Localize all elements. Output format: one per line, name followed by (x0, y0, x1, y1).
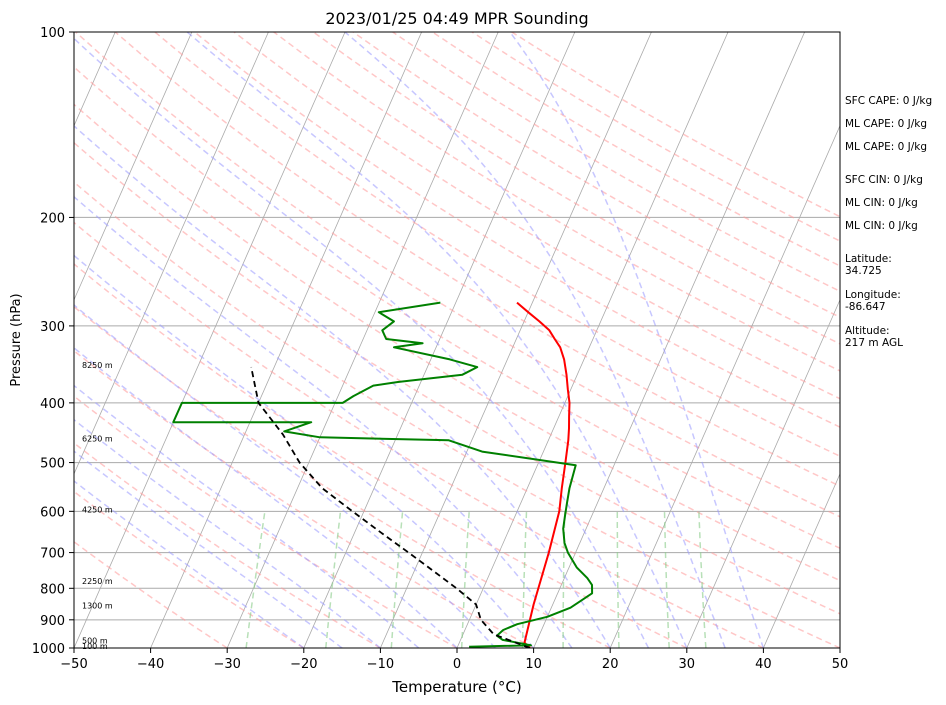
altitude-marker-label: 500 m (82, 637, 108, 646)
x-tick-label: −20 (290, 657, 317, 672)
moist-adiabat-line (74, 450, 343, 648)
x-tick-label: −30 (213, 657, 240, 672)
moist-adiabat-line (186, 32, 688, 648)
moist-adiabat-line (74, 480, 305, 648)
moist-adiabat-line (74, 384, 420, 648)
y-tick-label: 700 (40, 547, 65, 562)
isotherm-line (533, 32, 806, 648)
dry-adiabat-line (74, 65, 840, 550)
annotation-text: Altitude: 217 m AGL (845, 325, 903, 349)
isotherm-line (150, 32, 423, 648)
isotherm-line (763, 472, 840, 648)
annotation-text: ML CIN: 0 J/kg (845, 220, 918, 232)
dry-adiabat-line (312, 32, 840, 345)
x-tick-label: 40 (755, 657, 772, 672)
x-tick-label: 10 (525, 657, 542, 672)
y-tick-label: 300 (40, 320, 65, 335)
moist-adiabat-line (74, 254, 535, 648)
x-tick-label: −10 (367, 657, 394, 672)
dewpoint-profile-line (172, 301, 594, 648)
dry-adiabat-line (74, 442, 381, 648)
moist-adiabat-line (74, 37, 650, 648)
isotherm-line (74, 32, 193, 301)
plot-area (74, 32, 840, 648)
annotation-text: ML CAPE: 0 J/kg (845, 141, 927, 153)
mixing-ratio-line (325, 511, 342, 648)
y-tick-label: 200 (40, 211, 65, 226)
x-tick-label: 50 (832, 657, 849, 672)
isotherm-line (74, 32, 346, 648)
altitude-marker-label: 8250 m (82, 361, 113, 370)
altitude-marker-label: 2250 m (82, 577, 113, 586)
y-tick-label: 800 (40, 582, 65, 597)
sounding-annotations: SFC CAPE: 0 J/kg ML CAPE: 0 J/kg ML CAPE: … (845, 95, 932, 349)
x-tick-label: 0 (453, 657, 461, 672)
moist-adiabat-line (74, 304, 496, 648)
x-axis-ticks: −50 −40 −30 −20 −10 0 10 20 30 40 50 (60, 648, 848, 672)
dry-adiabat-line (75, 32, 840, 518)
dry-adiabat-line (74, 395, 458, 648)
altitude-marker-label: 6250 m (82, 434, 113, 443)
moist-adiabat-line (74, 195, 573, 648)
dry-adiabat-line (74, 263, 688, 648)
dry-adiabat-line (74, 103, 840, 582)
x-tick-label: 30 (679, 657, 696, 672)
y-tick-label: 100 (40, 26, 65, 41)
chart-title: 2023/01/25 04:49 MPR Sounding (325, 9, 588, 28)
altitude-marker-label: 4250 m (82, 505, 113, 514)
altitude-marker-label: 100 m (82, 642, 108, 651)
sounding-series (172, 301, 594, 648)
isotherm-line (456, 32, 729, 648)
isotherm-line (74, 32, 269, 475)
dry-adiabat-line (74, 349, 534, 648)
dry-adiabat-line (74, 490, 305, 648)
parcel-profile-line (250, 366, 531, 648)
dry-adiabat-line (154, 32, 840, 458)
x-tick-label: −50 (60, 657, 87, 672)
y-tick-label: 600 (40, 505, 65, 520)
y-tick-label: 900 (40, 614, 65, 629)
dry-adiabat-line (74, 181, 840, 648)
y-axis-ticks: 1000 900 800 700 600 500 400 300 200 100 (32, 26, 74, 657)
moist-adiabat-line (74, 418, 381, 648)
moist-adiabat-line (74, 346, 458, 648)
y-tick-label: 500 (40, 457, 65, 472)
y-tick-label: 400 (40, 397, 65, 412)
x-tick-label: 20 (602, 657, 619, 672)
moist-adiabat-line (509, 32, 765, 648)
isotherm-line (303, 32, 576, 648)
y-tick-label: 1000 (32, 642, 65, 657)
dry-adiabat-line (74, 305, 611, 648)
altitude-marker-label: 1300 m (82, 602, 113, 611)
y-axis-label: Pressure (hPa) (9, 293, 24, 386)
isotherm-line (380, 32, 652, 648)
moist-adiabat-line (74, 124, 611, 648)
x-axis-label: Temperature (°C) (391, 678, 521, 696)
isotherm-line (609, 124, 840, 648)
dry-adiabat-line (194, 32, 840, 428)
moist-adiabat-line (344, 32, 726, 648)
mixing-ratio-line (245, 511, 266, 648)
annotation-text: SFC CAPE: 0 J/kg (845, 95, 932, 107)
x-tick-label: −40 (137, 657, 164, 672)
isotherm-line (686, 298, 840, 648)
annotation-text: SFC CIN: 0 J/kg (845, 174, 923, 186)
dry-adiabat-line (352, 32, 840, 319)
temperature-profile-line (516, 301, 571, 648)
annotation-text: ML CAPE: 0 J/kg (845, 118, 927, 130)
annotation-text: Longitude: -86.647 (845, 289, 901, 313)
dry-adiabat-line (74, 221, 764, 648)
annotation-text: Latitude: 34.725 (845, 253, 892, 277)
annotation-text: ML CIN: 0 J/kg (845, 197, 918, 209)
isotherm-line (226, 32, 499, 648)
